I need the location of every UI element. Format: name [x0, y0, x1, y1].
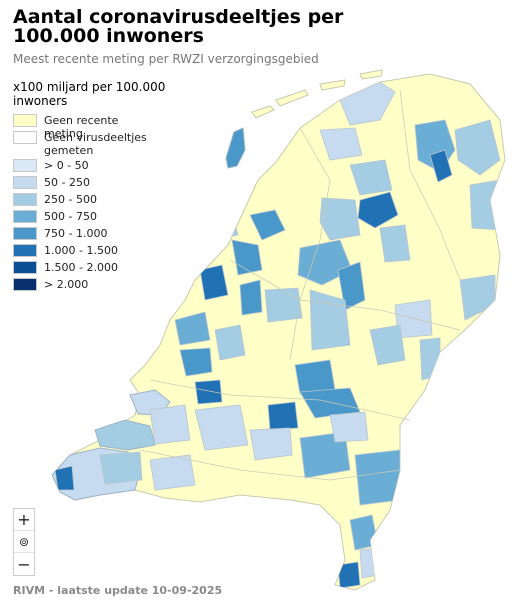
legend-label: 500 - 750: [44, 210, 97, 223]
legend-label: 250 - 500: [44, 193, 97, 206]
legend-label: > 0 - 50: [44, 159, 89, 172]
legend-item: Geen recente meting: [13, 114, 213, 140]
rwzi-area[interactable]: [294, 359, 336, 395]
rwzi-area[interactable]: [249, 209, 286, 241]
legend-item: > 0 - 50: [13, 159, 213, 176]
legend-item: 750 - 1.000: [13, 227, 213, 244]
rwzi-area[interactable]: [249, 427, 293, 461]
rwzi-area[interactable]: [354, 449, 401, 506]
rwzi-area[interactable]: [149, 454, 196, 491]
map-legend: x100 miljard per 100.000 inwoners Geen r…: [13, 80, 213, 295]
rwzi-area[interactable]: [214, 324, 246, 361]
legend-label: 1.500 - 2.000: [44, 261, 118, 274]
legend-swatch: [13, 193, 37, 206]
page-title: Aantal coronavirusdeeltjes per 100.000 i…: [13, 6, 344, 47]
rwzi-area[interactable]: [194, 404, 249, 451]
legend-swatch: [13, 176, 37, 189]
zoom-in-button[interactable]: +: [14, 509, 34, 531]
legend-swatch: [13, 278, 37, 291]
rwzi-area[interactable]: [264, 287, 303, 323]
legend-swatch: [13, 227, 37, 240]
legend-swatch: [13, 114, 37, 127]
legend-label: 750 - 1.000: [44, 227, 108, 240]
legend-swatch: [13, 210, 37, 223]
rwzi-area[interactable]: [339, 81, 396, 126]
zeeland-north: [94, 419, 156, 451]
rwzi-area[interactable]: [349, 159, 393, 196]
legend-label: Geen recente meting: [44, 114, 119, 140]
rwzi-area[interactable]: [419, 337, 441, 381]
rwzi-area[interactable]: [454, 119, 501, 176]
rwzi-area[interactable]: [267, 401, 299, 431]
legend-item: 500 - 750: [13, 210, 213, 227]
rwzi-area[interactable]: [469, 179, 501, 231]
legend-item: > 2.000: [13, 278, 213, 295]
zoom-out-button[interactable]: −: [17, 554, 31, 574]
rwzi-area[interactable]: [459, 274, 496, 321]
rwzi-area[interactable]: [357, 191, 399, 229]
rwzi-area[interactable]: [379, 224, 411, 263]
legend-swatch: [13, 244, 37, 257]
rwzi-area[interactable]: [429, 149, 453, 183]
rwzi-area[interactable]: [337, 561, 361, 589]
legend-swatch: [13, 159, 37, 172]
rwzi-area[interactable]: [54, 465, 75, 491]
rwzi-area[interactable]: [99, 451, 143, 485]
legend-item: Geen virusdeeltjes gemeten: [13, 131, 213, 159]
rwzi-area[interactable]: [299, 387, 361, 419]
legend-label: 1.000 - 1.500: [44, 244, 118, 257]
reset-view-button[interactable]: ⊚: [14, 531, 34, 553]
rwzi-area[interactable]: [359, 547, 379, 579]
island-vlieland: [251, 105, 275, 119]
island-schiermonnikoog: [359, 69, 383, 80]
source-credit: RIVM - laatste update 10-09-2025: [13, 584, 223, 597]
rwzi-area[interactable]: [319, 127, 363, 161]
legend-swatch: [13, 131, 37, 144]
legend-item: 1.000 - 1.500: [13, 244, 213, 261]
legend-item: 250 - 500: [13, 193, 213, 210]
island-texel: [225, 127, 246, 169]
rwzi-area[interactable]: [149, 404, 191, 445]
legend-label: > 2.000: [44, 278, 89, 291]
rwzi-area[interactable]: [239, 279, 263, 316]
rwzi-area[interactable]: [299, 431, 351, 479]
rwzi-area[interactable]: [199, 264, 229, 301]
rwzi-area[interactable]: [319, 197, 361, 241]
legend-item: 1.500 - 2.000: [13, 261, 213, 278]
legend-title: x100 miljard per 100.000 inwoners: [13, 80, 166, 108]
rwzi-area[interactable]: [194, 379, 223, 405]
rwzi-area[interactable]: [337, 261, 366, 311]
rwzi-area[interactable]: [329, 411, 369, 443]
rwzi-area[interactable]: [174, 311, 211, 346]
rwzi-area[interactable]: [179, 347, 213, 377]
rwzi-area[interactable]: [369, 324, 406, 366]
zoom-controls: + ⊚ −: [13, 508, 35, 576]
legend-label: Geen virusdeeltjes gemeten: [44, 131, 147, 157]
legend-label: 50 - 250: [44, 176, 90, 189]
island-ameland: [319, 79, 346, 91]
island-terschelling: [275, 89, 309, 107]
page-subtitle: Meest recente meting per RWZI verzorging…: [13, 52, 319, 66]
legend-item: 50 - 250: [13, 176, 213, 193]
legend-swatch: [13, 261, 37, 274]
